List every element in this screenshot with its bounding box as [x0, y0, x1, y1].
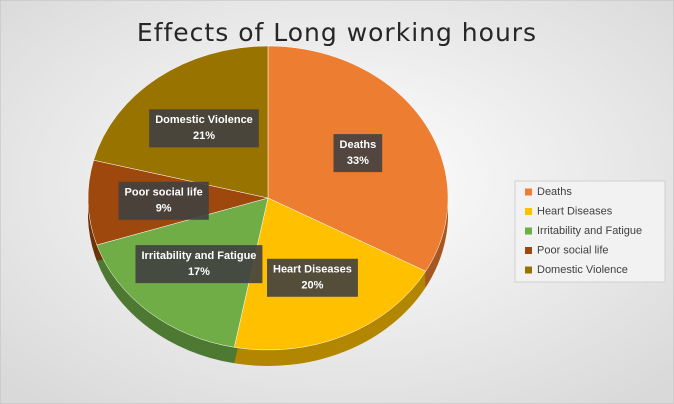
- legend-swatch: [525, 247, 532, 254]
- data-label-name: Domestic Violence: [155, 114, 253, 126]
- data-label-box: [135, 245, 263, 284]
- legend-swatch: [525, 188, 532, 196]
- data-label-box: [118, 181, 209, 220]
- legend-swatch: [525, 227, 532, 235]
- data-label-name: Irritability and Fatigue: [142, 250, 257, 262]
- data-label-name: Poor social life: [125, 187, 203, 199]
- legend-swatch: [525, 208, 532, 215]
- data-label-box: [267, 258, 358, 297]
- data-label-value: 21%: [193, 130, 215, 142]
- data-label-value: 33%: [347, 155, 369, 167]
- legend-label: Deaths: [537, 186, 572, 198]
- legend-swatch: [525, 266, 532, 274]
- data-label-box: [149, 109, 259, 148]
- data-label-value: 20%: [301, 280, 323, 292]
- data-label-value: 17%: [188, 266, 210, 278]
- legend-label: Poor social life: [537, 244, 609, 256]
- data-label-name: Heart Diseases: [273, 264, 352, 276]
- legend-label: Domestic Violence: [537, 264, 628, 276]
- data-label-name: Deaths: [340, 139, 377, 151]
- legend-label: Irritability and Fatigue: [537, 225, 642, 237]
- legend-label: Heart Diseases: [537, 205, 613, 217]
- data-label-value: 9%: [156, 203, 172, 215]
- chart-title: Effects of Long working hours: [137, 18, 537, 47]
- legend: [514, 180, 666, 283]
- data-label-box: [333, 134, 383, 173]
